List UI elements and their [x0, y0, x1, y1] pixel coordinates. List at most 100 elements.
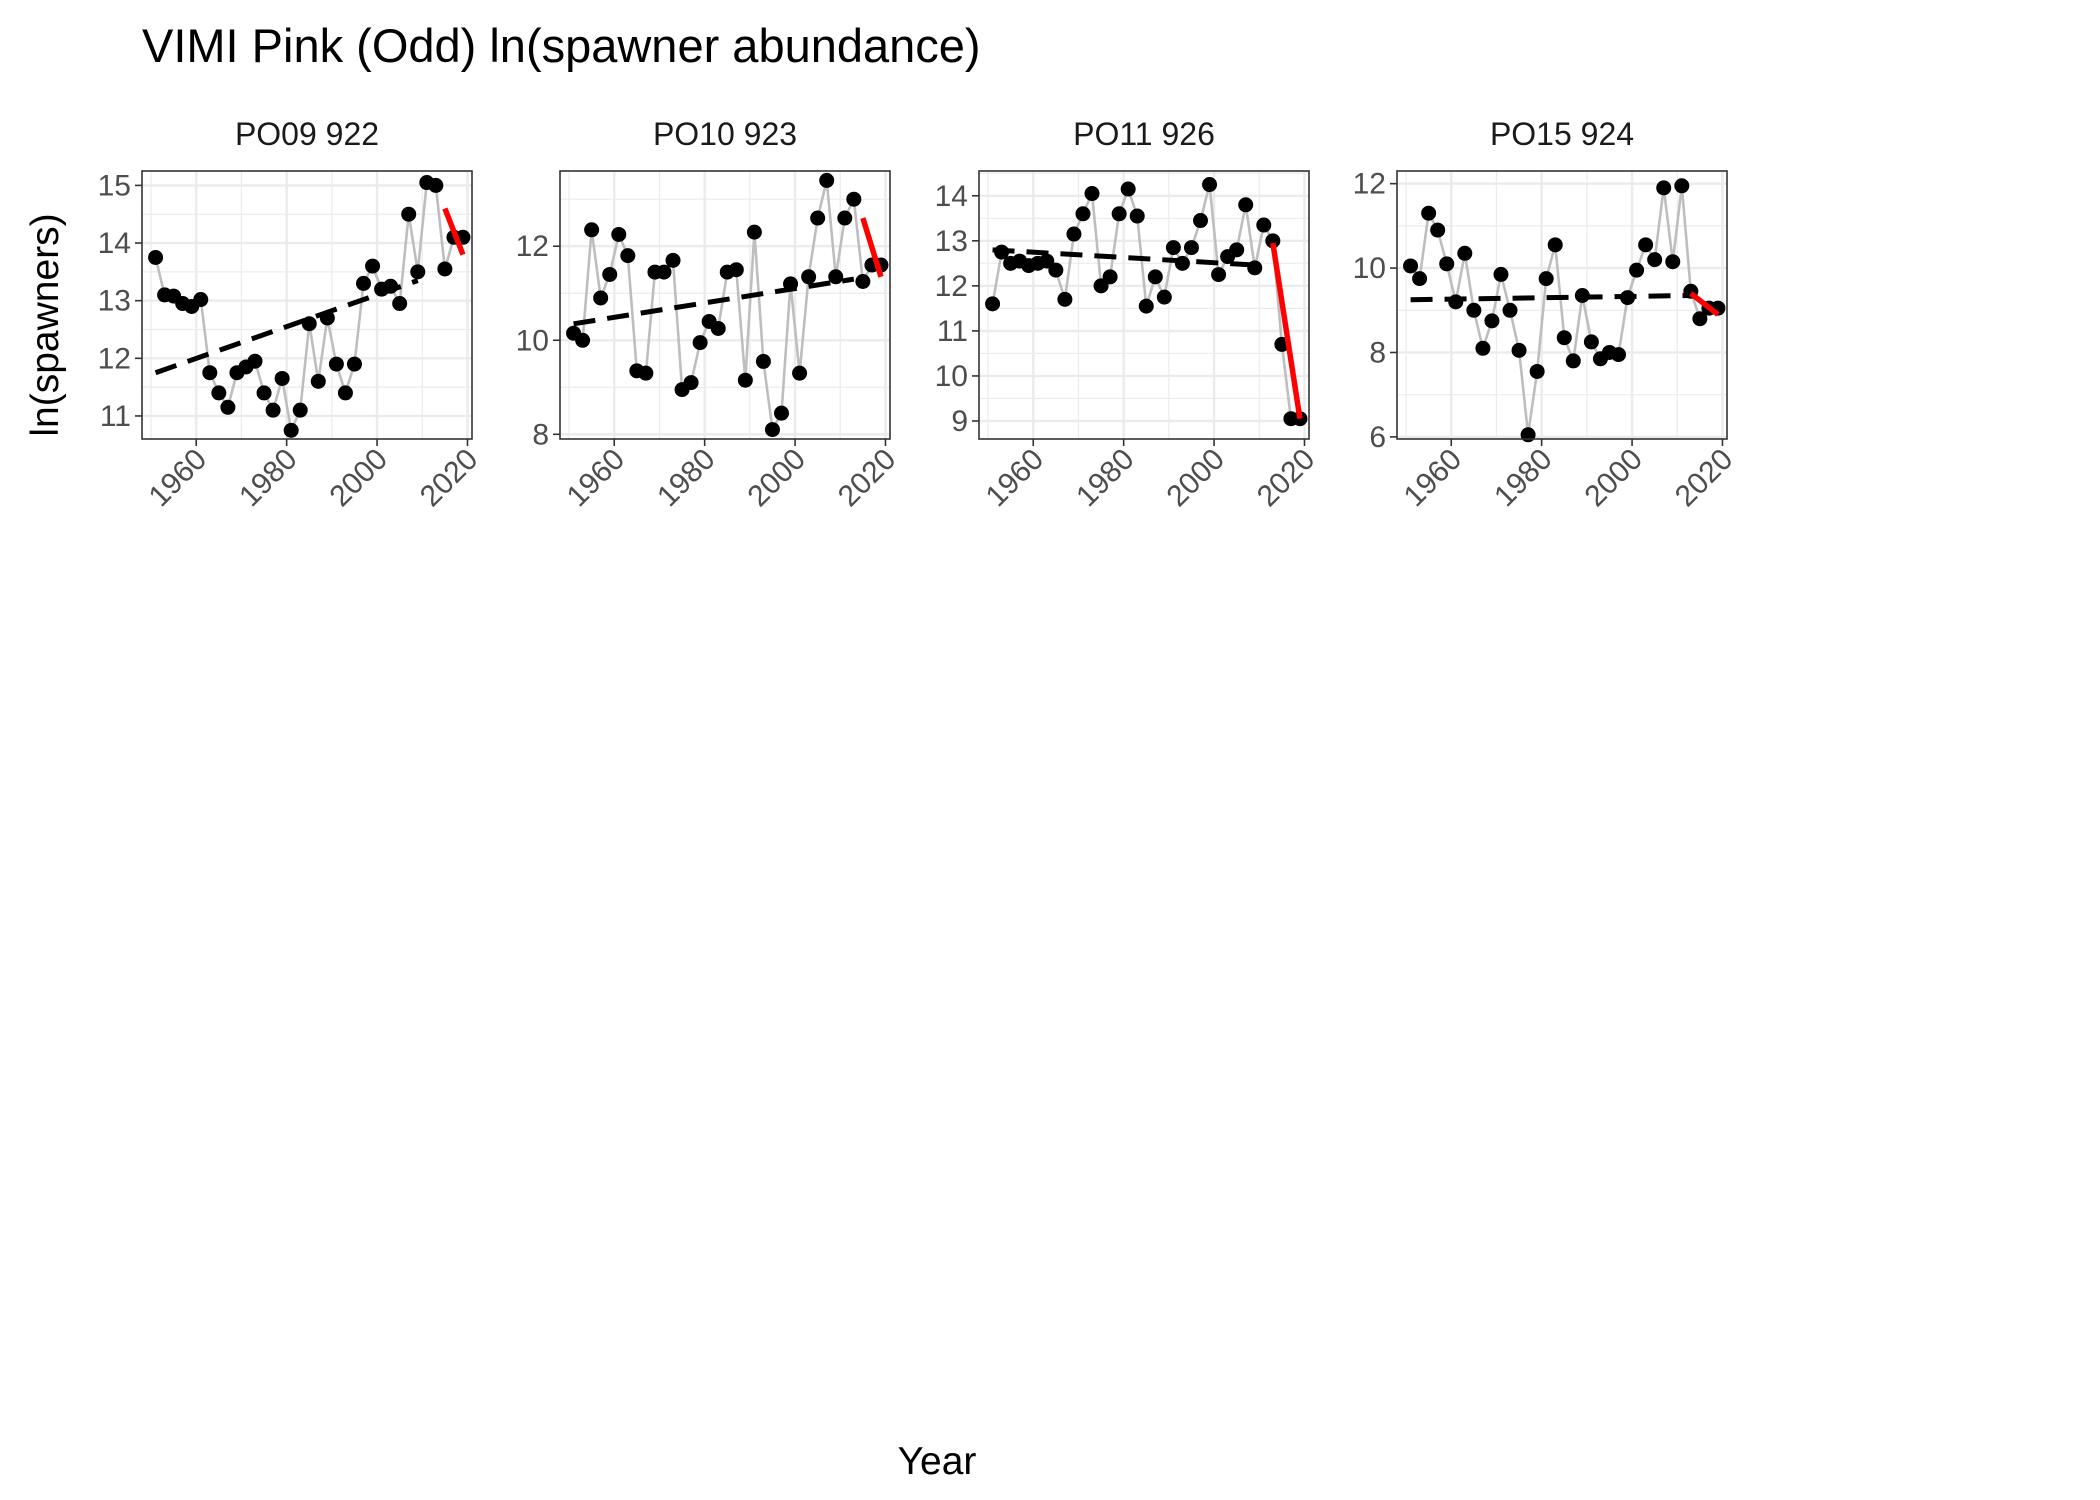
x-tick-label: 1980 [1070, 443, 1141, 514]
trend-line-long-term [154, 278, 419, 376]
x-tick-label: 1960 [980, 443, 1051, 514]
trend-line-recent [1270, 242, 1303, 420]
data-point [1174, 255, 1190, 271]
chart-title: VIMI Pink (Odd) ln(spawner abundance) [142, 19, 981, 72]
data-point [692, 335, 708, 351]
x-tick-label: 1980 [1488, 443, 1559, 514]
panel-4: PO15 924 6 8 10 12 1960 1980 2000 2020 [1353, 116, 1740, 513]
panel-strip-label: PO11 926 [1073, 116, 1215, 152]
y-tick-label: 14 [98, 227, 131, 260]
y-tick-label: 8 [1369, 336, 1386, 369]
data-point [1120, 181, 1136, 197]
data-point [1084, 186, 1100, 202]
data-point [755, 353, 771, 369]
panel-border [559, 170, 891, 440]
y-axis-title: ln(spawners) [24, 213, 67, 436]
x-tick-label: 2020 [414, 443, 485, 514]
trend-line-long-term [573, 276, 855, 327]
data-point [728, 262, 744, 278]
data-point [1256, 217, 1272, 233]
data-point [1484, 313, 1500, 329]
trend-line-recent [1689, 291, 1720, 317]
data-point [1475, 340, 1491, 356]
x-tick-label: 2000 [741, 443, 812, 514]
data-point [1066, 226, 1082, 242]
data-point [593, 290, 609, 306]
panel-border [1396, 170, 1728, 440]
data-point [1138, 298, 1154, 314]
panel-3: PO11 926 9 10 11 12 13 14 1960 1980 2000 2020 [935, 116, 1322, 513]
data-point [1229, 242, 1245, 258]
y-tick-label: 12 [1353, 168, 1386, 201]
data-point [783, 276, 799, 292]
data-point [410, 264, 426, 280]
y-tick-label: 10 [516, 324, 549, 357]
data-point [620, 248, 636, 264]
data-point [328, 356, 344, 372]
data-point [247, 353, 263, 369]
data-point [710, 321, 726, 337]
x-tick-label: 2020 [1251, 443, 1322, 514]
x-tick-label: 1960 [561, 443, 632, 514]
data-point [828, 269, 844, 285]
data-point [656, 264, 672, 280]
data-point [985, 296, 1001, 312]
x-tick-label: 1960 [143, 443, 214, 514]
x-tick-label: 1960 [1398, 443, 1469, 514]
data-point [1547, 237, 1563, 253]
data-point [1247, 260, 1263, 276]
x-tick-label: 2020 [832, 443, 903, 514]
data-point [1448, 294, 1464, 310]
y-tick-label: 10 [935, 360, 968, 393]
data-point [1502, 302, 1518, 318]
data-point [746, 224, 762, 240]
data-point [392, 296, 408, 312]
y-tick-label: 15 [98, 169, 131, 202]
data-point [602, 266, 618, 282]
data-point [1511, 342, 1527, 358]
data-point [737, 372, 753, 388]
data-point [1620, 290, 1636, 306]
data-point [1202, 177, 1218, 193]
data-point [1674, 178, 1690, 194]
data-point [819, 172, 835, 188]
y-tick-label: 11 [937, 315, 968, 348]
data-point [1211, 267, 1227, 283]
y-tick-label: 12 [98, 342, 131, 375]
data-point [1556, 330, 1572, 346]
data-point [1147, 269, 1163, 285]
y-tick-label: 6 [1369, 421, 1386, 454]
data-point [337, 385, 353, 401]
panel-border [978, 170, 1310, 440]
data-point [437, 261, 453, 277]
x-axis-title: Year [898, 1440, 977, 1483]
data-point [1156, 289, 1172, 305]
data-point [1439, 256, 1455, 272]
panel-strip-label: PO15 924 [1490, 116, 1634, 152]
data-point [428, 177, 444, 193]
data-point [1493, 266, 1509, 282]
data-point [1102, 269, 1118, 285]
data-point [1193, 213, 1209, 229]
data-point [1057, 291, 1073, 307]
data-point [1665, 254, 1681, 270]
data-point [148, 249, 164, 265]
data-point [1238, 197, 1254, 213]
y-tick-label: 11 [100, 400, 131, 433]
data-point [356, 275, 372, 291]
data-point [301, 316, 317, 332]
data-point [764, 422, 780, 438]
data-point [1129, 208, 1145, 224]
data-point [193, 292, 209, 308]
panel-border [141, 170, 473, 440]
data-point [383, 278, 399, 294]
data-point [265, 402, 281, 418]
data-point [310, 373, 326, 389]
data-point [837, 210, 853, 226]
data-point [855, 273, 871, 289]
trend-line-long-term [992, 247, 1264, 269]
data-point [1565, 353, 1581, 369]
data-point [994, 244, 1010, 260]
data-point [202, 365, 218, 381]
